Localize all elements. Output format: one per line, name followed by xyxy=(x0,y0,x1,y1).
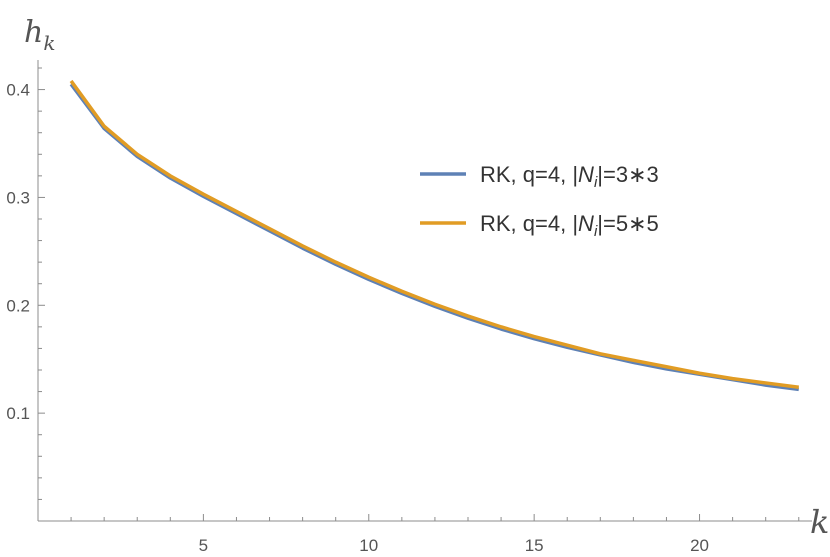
legend-label-1-sub: i xyxy=(594,174,598,191)
legend-label-1-var: N xyxy=(578,162,594,187)
x-tick-label: 5 xyxy=(199,536,208,555)
y-tick-label: 0.1 xyxy=(6,404,30,423)
legend-label-1-prefix: RK, q=4, | xyxy=(480,162,578,187)
legend-label-1: RK, q=4, |Ni|=3∗3 xyxy=(480,162,659,191)
axes: 5 10 15 20 0.1 0.2 0.3 0.4 xyxy=(6,60,812,555)
y-axis-label-main: h xyxy=(24,15,43,50)
series-line-1 xyxy=(69,83,799,392)
legend-label-2-sub: i xyxy=(594,223,598,240)
legend-label-2-var: N xyxy=(578,211,594,236)
x-axis-label: k xyxy=(810,503,829,541)
series-line-2 xyxy=(69,79,799,389)
y-axis-label-subscript: k xyxy=(43,31,55,55)
legend-item-2: RK, q=4, |Ni|=5∗5 xyxy=(420,211,659,240)
y-axis-label: hk xyxy=(24,15,55,55)
legend-label-1-suffix: |=3∗3 xyxy=(597,162,658,187)
x-tick-label: 10 xyxy=(359,536,378,555)
legend-label-2: RK, q=4, |Ni|=5∗5 xyxy=(480,211,659,240)
x-tick-label: 20 xyxy=(690,536,709,555)
x-tick-label: 15 xyxy=(525,536,544,555)
y-tick-label: 0.2 xyxy=(6,296,30,315)
y-tick-label: 0.3 xyxy=(6,188,30,207)
legend-item-1: RK, q=4, |Ni|=3∗3 xyxy=(420,162,659,191)
series-lines xyxy=(69,79,799,392)
y-tick-label: 0.4 xyxy=(6,81,30,100)
legend: RK, q=4, |Ni|=3∗3 RK, q=4, |Ni|=5∗5 xyxy=(420,162,659,240)
legend-label-2-prefix: RK, q=4, | xyxy=(480,211,578,236)
legend-label-2-suffix: |=5∗5 xyxy=(597,211,658,236)
